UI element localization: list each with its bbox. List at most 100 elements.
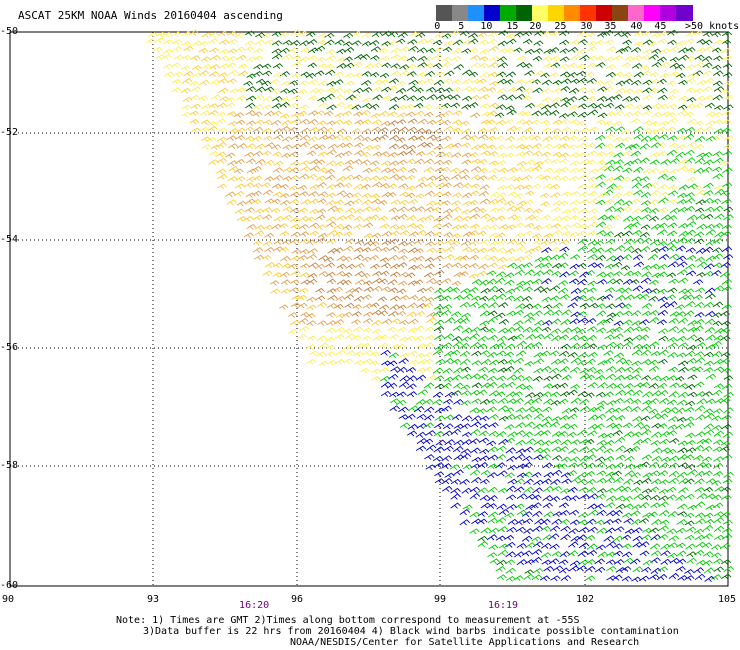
wind-barb <box>685 440 696 446</box>
wind-barb <box>595 327 607 334</box>
wind-barb <box>380 160 392 167</box>
wind-barb <box>612 550 624 557</box>
wind-barb <box>684 493 695 500</box>
wind-barb <box>495 566 506 573</box>
wind-barb <box>632 89 643 95</box>
wind-barb <box>459 350 471 357</box>
wind-barb <box>425 86 436 93</box>
wind-barb <box>677 277 689 284</box>
wind-barb <box>498 438 509 446</box>
wind-barb <box>712 247 723 253</box>
wind-barb <box>307 47 319 54</box>
wind-barb <box>678 165 689 172</box>
wind-barb <box>621 32 631 38</box>
wind-barb <box>513 184 525 191</box>
wind-barb <box>667 29 678 36</box>
wind-barb <box>605 159 616 166</box>
wind-barb <box>523 478 534 485</box>
wind-barb <box>496 431 507 438</box>
wind-barb <box>640 192 652 199</box>
wind-barb <box>432 128 443 135</box>
wind-barb <box>467 32 478 39</box>
wind-barb <box>595 151 606 158</box>
wind-barb <box>642 391 653 398</box>
wind-barb <box>495 287 505 294</box>
wind-barb <box>624 56 635 62</box>
wind-barb <box>288 151 299 158</box>
wind-barb <box>307 335 317 342</box>
wind-barb <box>650 478 662 485</box>
wind-barb <box>298 224 309 230</box>
wind-barb <box>585 142 596 149</box>
wind-barb <box>522 38 533 45</box>
wind-barb <box>444 317 456 324</box>
wind-barb <box>468 152 479 158</box>
wind-barb <box>497 397 508 404</box>
wind-barb <box>334 182 345 189</box>
wind-barb <box>712 205 724 212</box>
wind-barb <box>369 175 380 182</box>
wind-barb <box>282 144 293 151</box>
wind-barb <box>369 360 379 366</box>
wind-barb <box>534 333 545 340</box>
wind-barb <box>597 279 608 285</box>
wind-barb <box>452 182 464 189</box>
wind-barb <box>558 175 569 182</box>
wind-barb <box>515 407 526 414</box>
wind-barb <box>560 575 572 582</box>
wind-barb <box>417 141 429 148</box>
wind-barb <box>423 166 435 173</box>
wind-barb <box>305 216 316 223</box>
wind-barb <box>656 271 668 278</box>
wind-barb <box>596 319 608 326</box>
wind-barb <box>703 367 714 373</box>
wind-barb <box>441 135 452 142</box>
scale-label: 30 <box>580 21 593 32</box>
wind-barb <box>677 104 688 110</box>
wind-barb <box>685 301 696 308</box>
wind-barb <box>317 151 328 158</box>
wind-barb <box>578 559 589 566</box>
wind-barb <box>498 48 509 54</box>
wind-barb <box>433 144 444 151</box>
wind-barb <box>425 241 435 247</box>
wind-barb <box>531 574 543 581</box>
wind-barb <box>721 559 732 565</box>
wind-barb <box>703 301 714 309</box>
wind-barb <box>633 166 644 173</box>
wind-barb <box>317 232 328 239</box>
wind-barb <box>560 488 571 495</box>
wind-barb <box>621 576 632 582</box>
wind-barb <box>470 94 481 101</box>
wind-barb <box>225 102 236 109</box>
wind-barb <box>605 373 617 380</box>
wind-barb <box>552 143 563 150</box>
wind-barb <box>461 327 473 334</box>
wind-barb <box>631 320 642 327</box>
wind-barb <box>541 127 552 133</box>
wind-barb <box>651 32 661 39</box>
wind-barb <box>668 278 679 285</box>
wind-barb <box>450 502 461 509</box>
wind-barb <box>676 471 688 479</box>
wind-barb <box>306 304 317 311</box>
wind-barb <box>450 487 461 494</box>
wind-barb <box>325 216 337 223</box>
wind-barb <box>685 87 696 93</box>
wind-barb <box>540 447 551 454</box>
wind-barb <box>306 320 317 327</box>
wind-barb <box>379 183 390 189</box>
wind-barb <box>703 126 714 132</box>
wind-barb <box>613 320 624 327</box>
wind-barb <box>602 294 614 300</box>
wind-barb <box>703 360 714 367</box>
wind-barb <box>552 79 562 86</box>
wind-barb <box>641 237 653 244</box>
wind-barb <box>477 158 488 165</box>
wind-barb <box>667 184 678 191</box>
wind-barb <box>477 462 489 469</box>
wind-barb <box>677 261 688 268</box>
wind-barb <box>504 365 515 372</box>
wind-barb <box>279 97 290 103</box>
wind-barb <box>423 406 435 413</box>
